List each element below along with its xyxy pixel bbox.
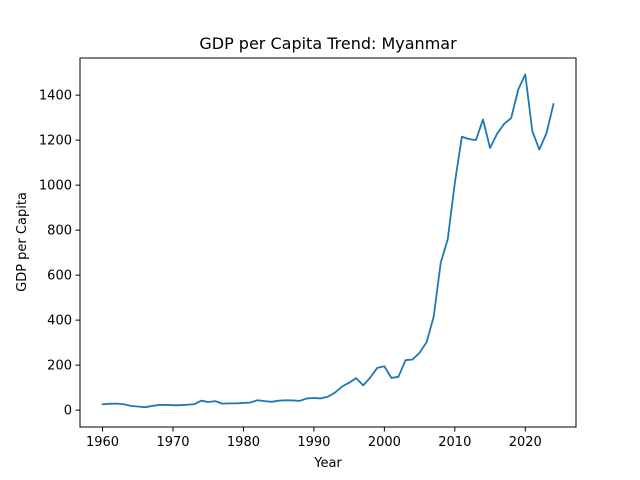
series-line	[101, 73, 555, 409]
x-tick-label: 1990	[297, 435, 330, 450]
y-tick-label: 0	[64, 404, 72, 419]
x-tick-label: 1970	[156, 435, 189, 450]
y-axis-ticks: 0 200 400 600 800 1000 1200 1400	[39, 89, 80, 419]
x-tick-label: 1960	[86, 435, 119, 450]
y-tick-label: 1400	[39, 89, 72, 104]
y-tick-label: 1000	[39, 179, 72, 194]
plot-lines	[101, 73, 555, 409]
x-tick-label: 1980	[227, 435, 260, 450]
x-axis-ticks: 1960 1970 1980 1990 2000 2010 2020	[86, 427, 542, 450]
x-tick-label: 2000	[368, 435, 401, 450]
y-tick-label: 200	[47, 359, 72, 374]
y-tick-label: 800	[47, 224, 72, 239]
y-tick-label: 600	[47, 269, 72, 284]
y-axis-label: GDP per Capita	[15, 192, 30, 292]
x-tick-label: 2020	[509, 435, 542, 450]
plot-frame	[79, 57, 577, 428]
x-axis-label: Year	[313, 456, 342, 471]
y-tick-label: 1200	[39, 134, 72, 149]
chart-title: GDP per Capita Trend: Myanmar	[199, 34, 457, 53]
y-tick-label: 400	[47, 314, 72, 329]
x-tick-label: 2010	[438, 435, 471, 450]
